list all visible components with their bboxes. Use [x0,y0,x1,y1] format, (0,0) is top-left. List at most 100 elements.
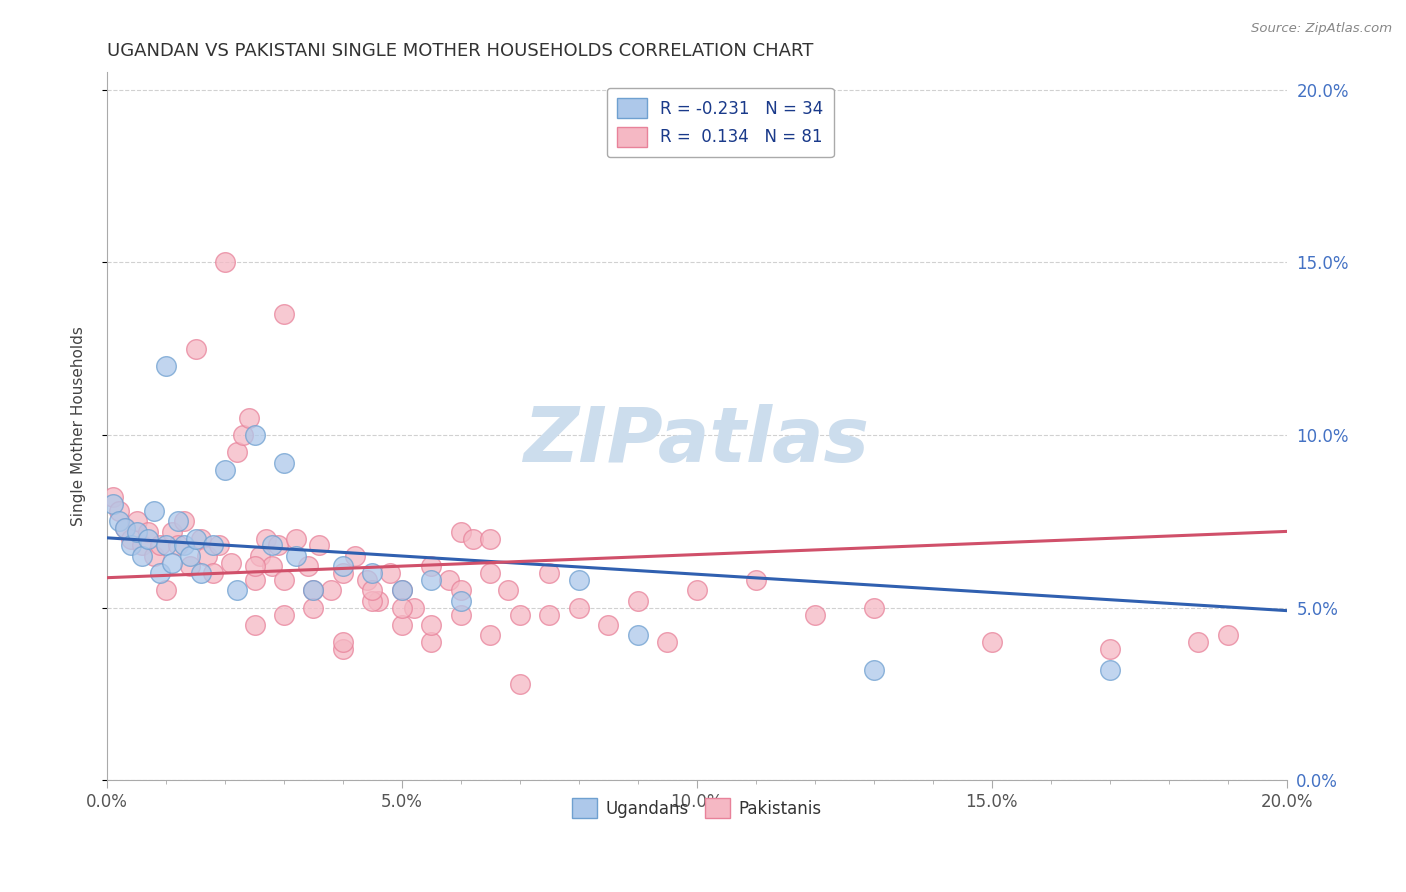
Point [202,539,225,553]
Point [225,445,247,459]
Point [302,583,325,598]
Point [1187,635,1209,649]
Point [173,514,195,528]
Point [361,593,384,607]
Text: UGANDAN VS PAKISTANI SINGLE MOTHER HOUSEHOLDS CORRELATION CHART: UGANDAN VS PAKISTANI SINGLE MOTHER HOUSE… [107,42,814,60]
Point [450,593,472,607]
Point [1098,642,1121,657]
Point [509,607,531,622]
Point [184,532,207,546]
Point [302,583,325,598]
Point [190,566,212,581]
Point [155,583,177,598]
Point [657,635,679,649]
Point [166,514,188,528]
Point [284,549,307,563]
Point [173,539,195,553]
Point [125,524,148,539]
Point [361,566,384,581]
Point [420,559,443,574]
Point [155,359,177,373]
Point [420,573,443,587]
Point [450,607,472,622]
Point [149,566,172,581]
Point [332,559,354,574]
Point [249,549,271,563]
Point [219,556,242,570]
Point [120,532,142,546]
Point [214,462,236,476]
Point [160,556,183,570]
Point [262,559,284,574]
Point [267,539,290,553]
Point [131,539,153,553]
Point [356,573,378,587]
Point [273,307,295,321]
Point [120,539,142,553]
Point [437,573,460,587]
Point [179,559,201,574]
Point [114,521,136,535]
Point [509,676,531,690]
Point [273,573,295,587]
Point [496,583,519,598]
Point [745,573,768,587]
Point [980,635,1002,649]
Point [284,532,307,546]
Point [479,628,502,642]
Legend: Ugandans, Pakistanis: Ugandans, Pakistanis [565,791,828,825]
Point [804,607,827,622]
Point [343,549,366,563]
Point [450,524,472,539]
Point [332,642,354,657]
Point [479,532,502,546]
Point [179,549,201,563]
Point [238,410,260,425]
Point [420,618,443,632]
Point [391,618,413,632]
Point [686,583,709,598]
Text: Source: ZipAtlas.com: Source: ZipAtlas.com [1251,22,1392,36]
Point [538,566,561,581]
Point [254,532,277,546]
Point [538,607,561,622]
Point [143,549,166,563]
Y-axis label: Single Mother Households: Single Mother Households [72,326,86,526]
Point [367,593,389,607]
Point [297,559,319,574]
Point [378,566,401,581]
Point [420,635,443,649]
Point [1216,628,1239,642]
Point [138,524,160,539]
Point [391,583,413,598]
Point [862,663,884,677]
Point [101,497,124,511]
Point [402,600,425,615]
Point [214,255,236,269]
Point [262,539,284,553]
Point [308,539,330,553]
Point [568,573,591,587]
Point [361,583,384,598]
Point [479,566,502,581]
Point [1098,663,1121,677]
Point [184,342,207,356]
Point [149,539,172,553]
Point [225,583,247,598]
Point [243,618,266,632]
Point [138,532,160,546]
Point [391,583,413,598]
Point [108,514,131,528]
Point [332,566,354,581]
Point [108,504,131,518]
Point [302,600,325,615]
Point [568,600,591,615]
Point [166,539,188,553]
Point [232,428,254,442]
Point [273,456,295,470]
Point [243,573,266,587]
Point [202,566,225,581]
Point [101,490,124,504]
Point [125,514,148,528]
Point [160,524,183,539]
